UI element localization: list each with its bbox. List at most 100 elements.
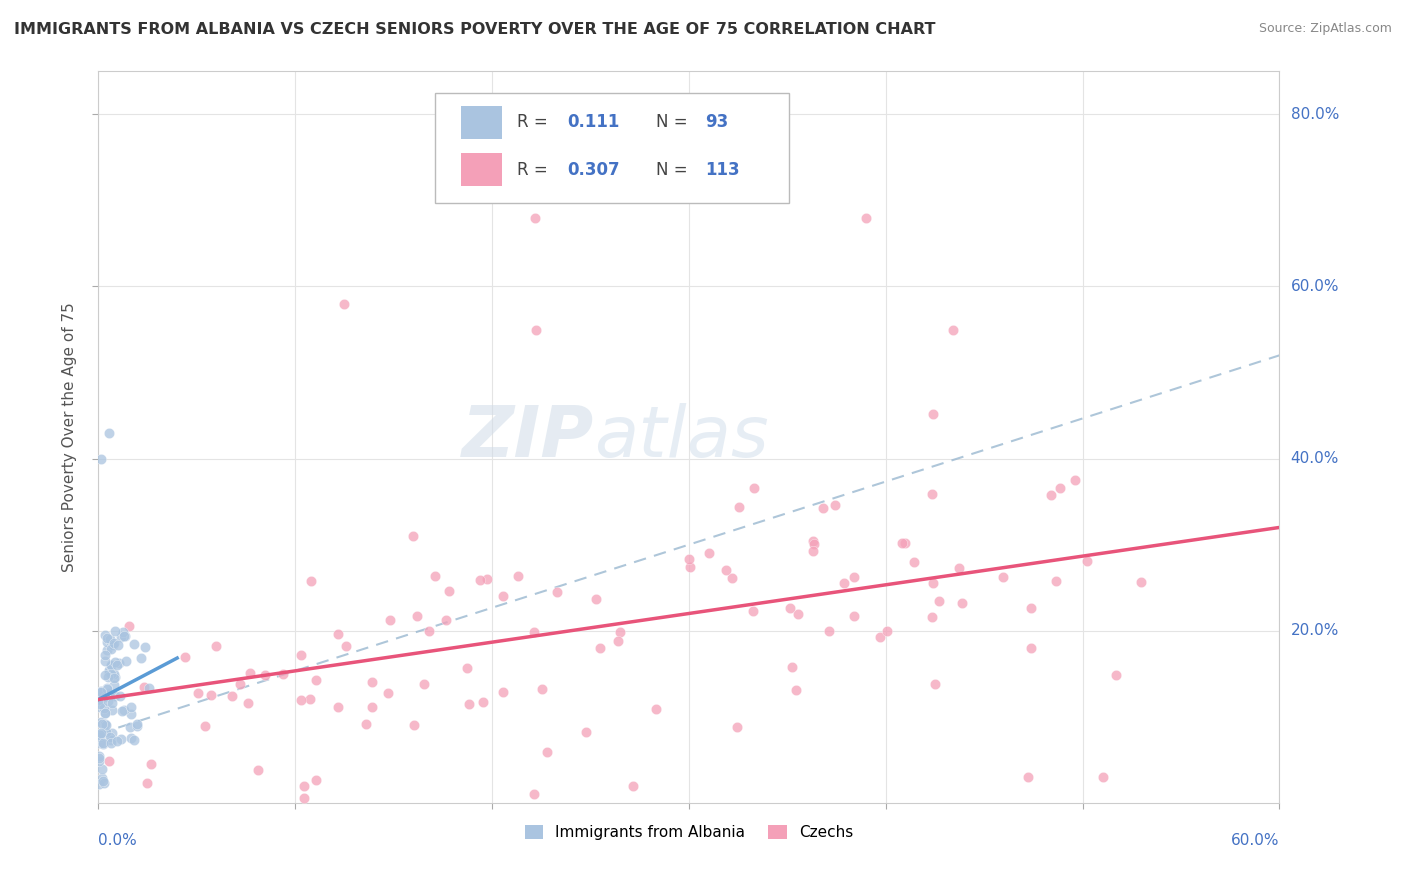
Point bbox=[1040, 488, 1063, 502]
Point bbox=[89, 727, 111, 741]
Point bbox=[120, 720, 142, 734]
Point bbox=[124, 637, 146, 651]
Point bbox=[922, 575, 945, 590]
Point bbox=[1017, 770, 1039, 784]
Point bbox=[89, 693, 111, 707]
Point bbox=[97, 425, 120, 440]
Point bbox=[103, 671, 125, 685]
Point bbox=[97, 670, 120, 684]
Point bbox=[377, 686, 399, 700]
Point bbox=[91, 736, 114, 750]
Point bbox=[98, 730, 121, 744]
Point bbox=[1076, 554, 1098, 568]
Point bbox=[112, 703, 135, 717]
Point bbox=[94, 706, 117, 720]
Point bbox=[606, 634, 628, 648]
Point bbox=[354, 717, 377, 731]
Point bbox=[457, 697, 479, 711]
Point bbox=[96, 632, 118, 646]
Point bbox=[780, 660, 803, 674]
Point bbox=[725, 720, 748, 734]
Point bbox=[903, 555, 925, 569]
Point bbox=[921, 487, 943, 501]
Legend: Immigrants from Albania, Czechs: Immigrants from Albania, Czechs bbox=[519, 819, 859, 847]
Point bbox=[91, 771, 114, 785]
Point bbox=[221, 689, 243, 703]
Point bbox=[89, 754, 111, 768]
Point bbox=[817, 624, 839, 638]
Point bbox=[1130, 574, 1153, 589]
Point bbox=[842, 570, 865, 584]
Y-axis label: Seniors Poverty Over the Age of 75: Seniors Poverty Over the Age of 75 bbox=[62, 302, 77, 572]
Point bbox=[110, 630, 132, 644]
Point bbox=[132, 680, 155, 694]
Point bbox=[678, 551, 700, 566]
Point bbox=[891, 535, 914, 549]
Point bbox=[290, 648, 312, 663]
Text: ZIP: ZIP bbox=[463, 402, 595, 472]
Point bbox=[205, 640, 228, 654]
Point bbox=[107, 656, 129, 670]
Point bbox=[434, 614, 457, 628]
Point bbox=[105, 733, 128, 747]
Point bbox=[104, 624, 127, 639]
Point bbox=[105, 658, 128, 673]
Point bbox=[361, 675, 384, 690]
Point bbox=[894, 535, 917, 549]
Point bbox=[229, 676, 252, 690]
Point bbox=[90, 683, 112, 698]
Point bbox=[120, 700, 142, 714]
Point bbox=[305, 772, 328, 787]
Point bbox=[991, 570, 1014, 584]
Point bbox=[89, 692, 111, 706]
Point bbox=[100, 735, 122, 749]
Point bbox=[530, 682, 553, 697]
Point bbox=[96, 643, 118, 657]
Point bbox=[112, 629, 135, 643]
Point bbox=[104, 690, 127, 704]
FancyBboxPatch shape bbox=[461, 106, 502, 138]
Text: 60.0%: 60.0% bbox=[1291, 279, 1339, 294]
Point bbox=[305, 673, 328, 687]
Point bbox=[292, 791, 315, 805]
Point bbox=[418, 624, 440, 638]
Point bbox=[801, 533, 824, 548]
Point bbox=[97, 686, 120, 700]
Point bbox=[335, 640, 357, 654]
Point bbox=[697, 546, 720, 560]
Point bbox=[645, 702, 668, 716]
Point bbox=[98, 632, 121, 646]
Point bbox=[254, 668, 277, 682]
Point bbox=[94, 724, 117, 739]
Point bbox=[125, 719, 148, 733]
Point bbox=[298, 691, 321, 706]
Point bbox=[824, 498, 846, 512]
Text: 20.0%: 20.0% bbox=[1291, 624, 1339, 638]
Point bbox=[546, 585, 568, 599]
Point bbox=[741, 604, 763, 618]
Point bbox=[93, 717, 115, 731]
Point bbox=[100, 641, 122, 656]
Point bbox=[91, 774, 114, 789]
Point bbox=[89, 728, 111, 742]
Point bbox=[1019, 641, 1042, 656]
Point bbox=[714, 563, 737, 577]
Point bbox=[89, 736, 111, 750]
Point bbox=[89, 698, 111, 712]
Point bbox=[1045, 574, 1067, 589]
Point bbox=[239, 666, 262, 681]
Point bbox=[129, 650, 152, 665]
Point bbox=[585, 592, 607, 607]
Point bbox=[90, 684, 112, 698]
Point bbox=[950, 596, 973, 610]
Point bbox=[104, 656, 127, 670]
Point bbox=[94, 690, 117, 704]
Point bbox=[524, 322, 547, 336]
Text: 60.0%: 60.0% bbox=[1232, 833, 1279, 848]
Text: 40.0%: 40.0% bbox=[1291, 451, 1339, 467]
Point bbox=[200, 688, 222, 702]
Point bbox=[108, 690, 131, 704]
Point bbox=[103, 666, 125, 681]
Point bbox=[326, 700, 349, 714]
Point bbox=[247, 764, 270, 778]
